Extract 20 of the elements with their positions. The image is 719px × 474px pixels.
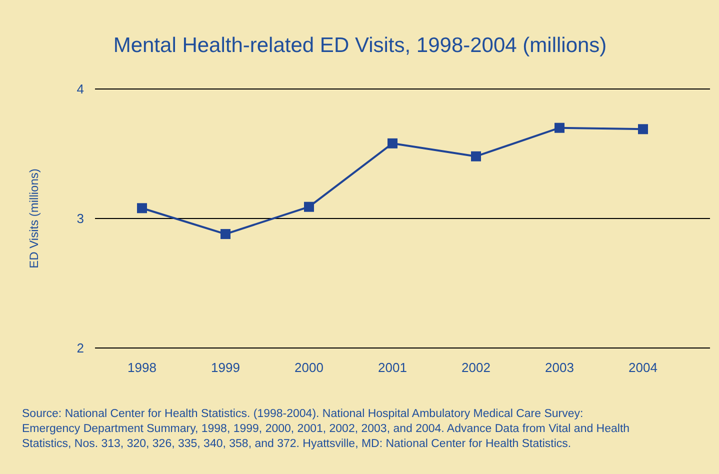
x-tick-label: 2001: [378, 360, 407, 375]
x-tick-label: 2000: [294, 360, 324, 375]
x-tick-label: 2003: [545, 360, 574, 375]
x-tick-label: 1999: [211, 360, 240, 375]
chart-title: Mental Health-related ED Visits, 1998-2004 (millions): [113, 34, 607, 57]
y-tick-label: 2: [76, 340, 84, 356]
x-tick-label: 1998: [128, 360, 156, 375]
point: [137, 203, 147, 214]
x-tick-label: 2002: [462, 360, 490, 375]
point: [304, 202, 314, 212]
source-note: Source: National Center for Health Statistics. (1998-2004). National Hospital Ambulatory Medical Care Survey: Emergency Department Summary, 1998, 1999, 2000, 2001, 2002, 2003, and 2004. Advance Data from Vital and Health Statistics, Nos. 313, 320, 326, 335, 340, 358, and 372. Hyattsville, MD: National Center for Health Statistics.: [22, 408, 630, 450]
point: [471, 151, 481, 162]
x-tick-label: 2004: [628, 360, 658, 375]
point: [220, 229, 230, 240]
point: [388, 138, 398, 148]
point: [554, 122, 564, 133]
y-tick-label: 3: [76, 211, 84, 226]
y-tick-label: 4: [76, 82, 84, 97]
y-axis-title: ED Visits (millions): [27, 168, 41, 268]
point: [638, 124, 648, 134]
